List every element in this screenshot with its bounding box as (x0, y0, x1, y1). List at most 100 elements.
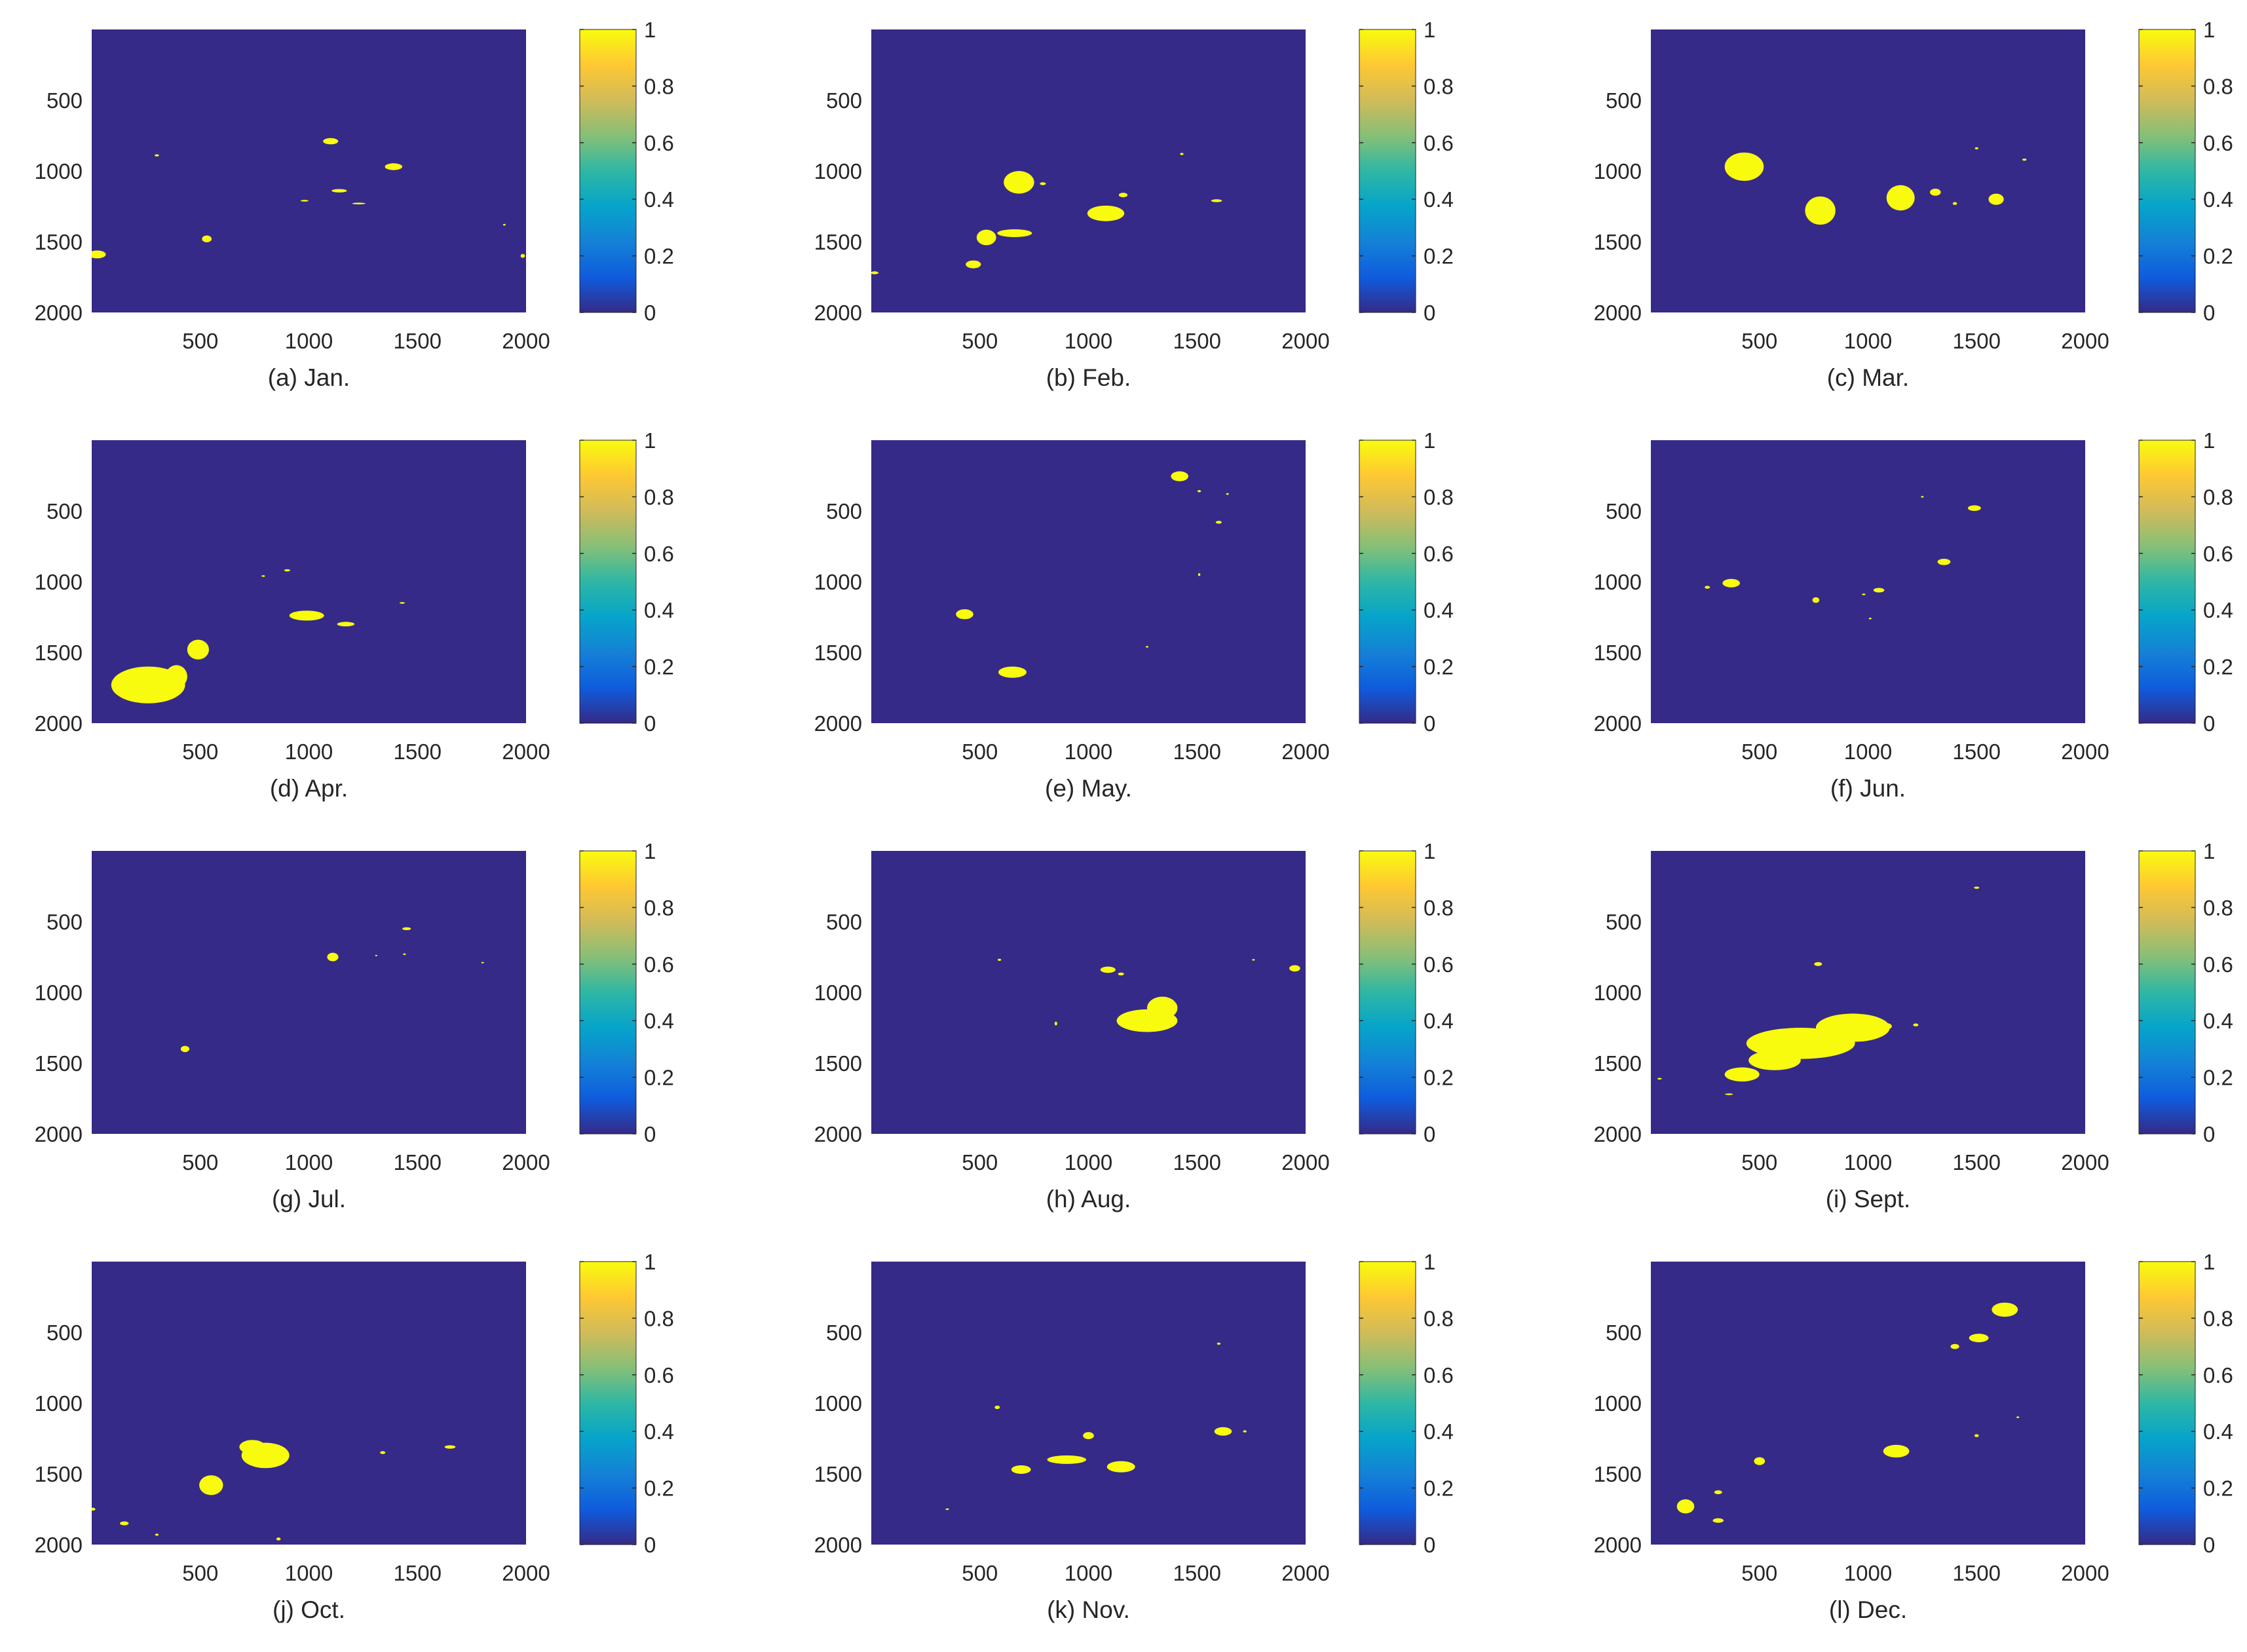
colorbar-tick-label: 0.6 (2203, 952, 2233, 977)
y-tick-label: 500 (1606, 1321, 1642, 1345)
heatmap-blob (520, 253, 525, 258)
x-tick-label: 1000 (1065, 1150, 1112, 1174)
x-tick-label: 1000 (1844, 329, 1892, 353)
x-tick-label: 1500 (1173, 329, 1221, 353)
heatmap-blob (1243, 1430, 1247, 1433)
x-tick-label: 1000 (1844, 1561, 1892, 1585)
colorbar-tick-label: 0.8 (1424, 1306, 1454, 1330)
colorbar-tick-label: 1 (2203, 428, 2215, 453)
heatmap-blob (1252, 959, 1255, 961)
y-tick-label: 1500 (1594, 1051, 1642, 1076)
heatmap-blob (331, 189, 347, 193)
colorbar-tick-label: 0.6 (644, 1363, 674, 1387)
heatmap-blob (289, 610, 324, 621)
heatmap-foreground (111, 569, 405, 704)
heatmap-blob (1886, 185, 1915, 211)
heatmap-blob (1198, 573, 1201, 576)
heatmap-blob (1087, 205, 1125, 221)
x-tick-label: 2000 (2061, 329, 2109, 353)
y-tick-label: 1500 (35, 230, 83, 254)
heatmap-foreground (180, 927, 484, 1053)
colorbar-tick-label: 0.4 (1424, 187, 1454, 212)
subplot-h: 500 1000 1500 2000 500 1000 1500 2000 (h) Aug. 0 0… (814, 839, 1454, 1212)
colorbar-tick-label: 1 (644, 18, 656, 42)
heatmap-background (1651, 29, 2085, 312)
colorbar-tick-label: 0.2 (1424, 244, 1454, 269)
heatmap-blob (502, 223, 506, 226)
heatmap-blob (997, 229, 1032, 237)
heatmap-blob (1676, 1499, 1695, 1514)
x-tick-label: 1500 (1173, 1150, 1221, 1174)
colorbar-tick-label: 0 (2203, 301, 2215, 325)
colorbar-tick-label: 0.6 (644, 542, 674, 566)
colorbar (2138, 29, 2196, 313)
colorbar-tick-label: 0.4 (644, 1419, 674, 1444)
colorbar-tick-label: 0.4 (1424, 1419, 1454, 1444)
x-tick-label: 1000 (285, 1150, 333, 1174)
subplot-caption: (d) Apr. (270, 775, 348, 802)
x-tick-label: 500 (1741, 1150, 1777, 1174)
colorbar-tick-label: 0.2 (644, 655, 674, 679)
colorbar (579, 1261, 637, 1545)
heatmap-blob (337, 622, 355, 627)
heatmap-blob (1217, 1342, 1221, 1345)
subplot-c: 500 1000 1500 2000 500 1000 1500 2000 (c) Mar. 0 0… (1594, 18, 2233, 391)
heatmap-blob (239, 1440, 266, 1454)
y-tick-label: 1500 (814, 641, 862, 665)
heatmap-foreground (1705, 496, 1981, 620)
x-tick-label: 2000 (1281, 1561, 1329, 1585)
subplot-caption: (h) Aug. (1046, 1186, 1131, 1212)
colorbar-tick-label: 1 (2203, 18, 2215, 42)
heatmap-blob (1118, 193, 1128, 198)
y-tick-label: 1500 (35, 641, 83, 665)
subplot-l: 500 1000 1500 2000 500 1000 1500 2000 (l) Dec. 0 0… (1594, 1250, 2233, 1623)
y-tick-label: 1000 (35, 570, 83, 594)
heatmap-blob (444, 1445, 456, 1449)
heatmap-foreground (92, 1440, 456, 1541)
colorbar-tick-label: 0.8 (644, 74, 674, 98)
x-tick-label: 500 (962, 740, 998, 764)
heatmap-blob (400, 602, 405, 604)
x-tick-label: 2000 (502, 329, 550, 353)
colorbar-tick-label: 0.4 (2203, 1009, 2233, 1033)
heatmap-blob (300, 200, 309, 202)
y-tick-label: 1000 (1594, 1391, 1642, 1416)
x-tick-label: 500 (962, 1150, 998, 1174)
heatmap-blob (1712, 1518, 1724, 1523)
heatmap-foreground (997, 958, 1300, 1032)
x-tick-label: 2000 (2061, 1150, 2109, 1174)
y-tick-label: 1000 (35, 159, 83, 183)
heatmap-blob (202, 235, 212, 242)
x-tick-label: 1500 (394, 329, 442, 353)
colorbar-tick-label: 0.2 (1424, 655, 1454, 679)
y-tick-label: 2000 (814, 1533, 862, 1557)
heatmap-foreground (1676, 1302, 2020, 1523)
colorbar-tick-label: 0.2 (644, 1066, 674, 1090)
y-tick-label: 1000 (1594, 981, 1642, 1005)
colorbar (1359, 850, 1416, 1135)
y-tick-label: 500 (826, 499, 862, 523)
heatmap-blob (380, 1451, 386, 1454)
heatmap-blob (352, 202, 366, 205)
heatmap-blob (323, 138, 339, 145)
heatmap-blob (1921, 496, 1924, 498)
y-tick-label: 2000 (35, 1122, 83, 1146)
y-tick-label: 1000 (1594, 159, 1642, 183)
y-tick-label: 500 (826, 1321, 862, 1345)
colorbar-tick-label: 0.6 (644, 131, 674, 155)
y-tick-label: 1000 (35, 981, 83, 1005)
subplot-caption: (f) Jun. (1830, 775, 1906, 802)
y-tick-label: 500 (1606, 910, 1642, 934)
heatmap-blob (1883, 1444, 1910, 1458)
colorbar-tick-label: 0.8 (644, 895, 674, 920)
x-tick-label: 2000 (502, 740, 550, 764)
heatmap-blob (155, 1533, 159, 1536)
x-tick-label: 500 (1741, 1561, 1777, 1585)
colorbar-tick-label: 0.6 (1424, 131, 1454, 155)
heatmap-blob (1180, 153, 1184, 155)
y-tick-label: 500 (826, 88, 862, 113)
y-tick-label: 1500 (814, 1462, 862, 1486)
colorbar-tick-label: 0.8 (2203, 74, 2233, 98)
y-tick-label: 500 (47, 499, 83, 523)
y-tick-label: 500 (826, 910, 862, 934)
